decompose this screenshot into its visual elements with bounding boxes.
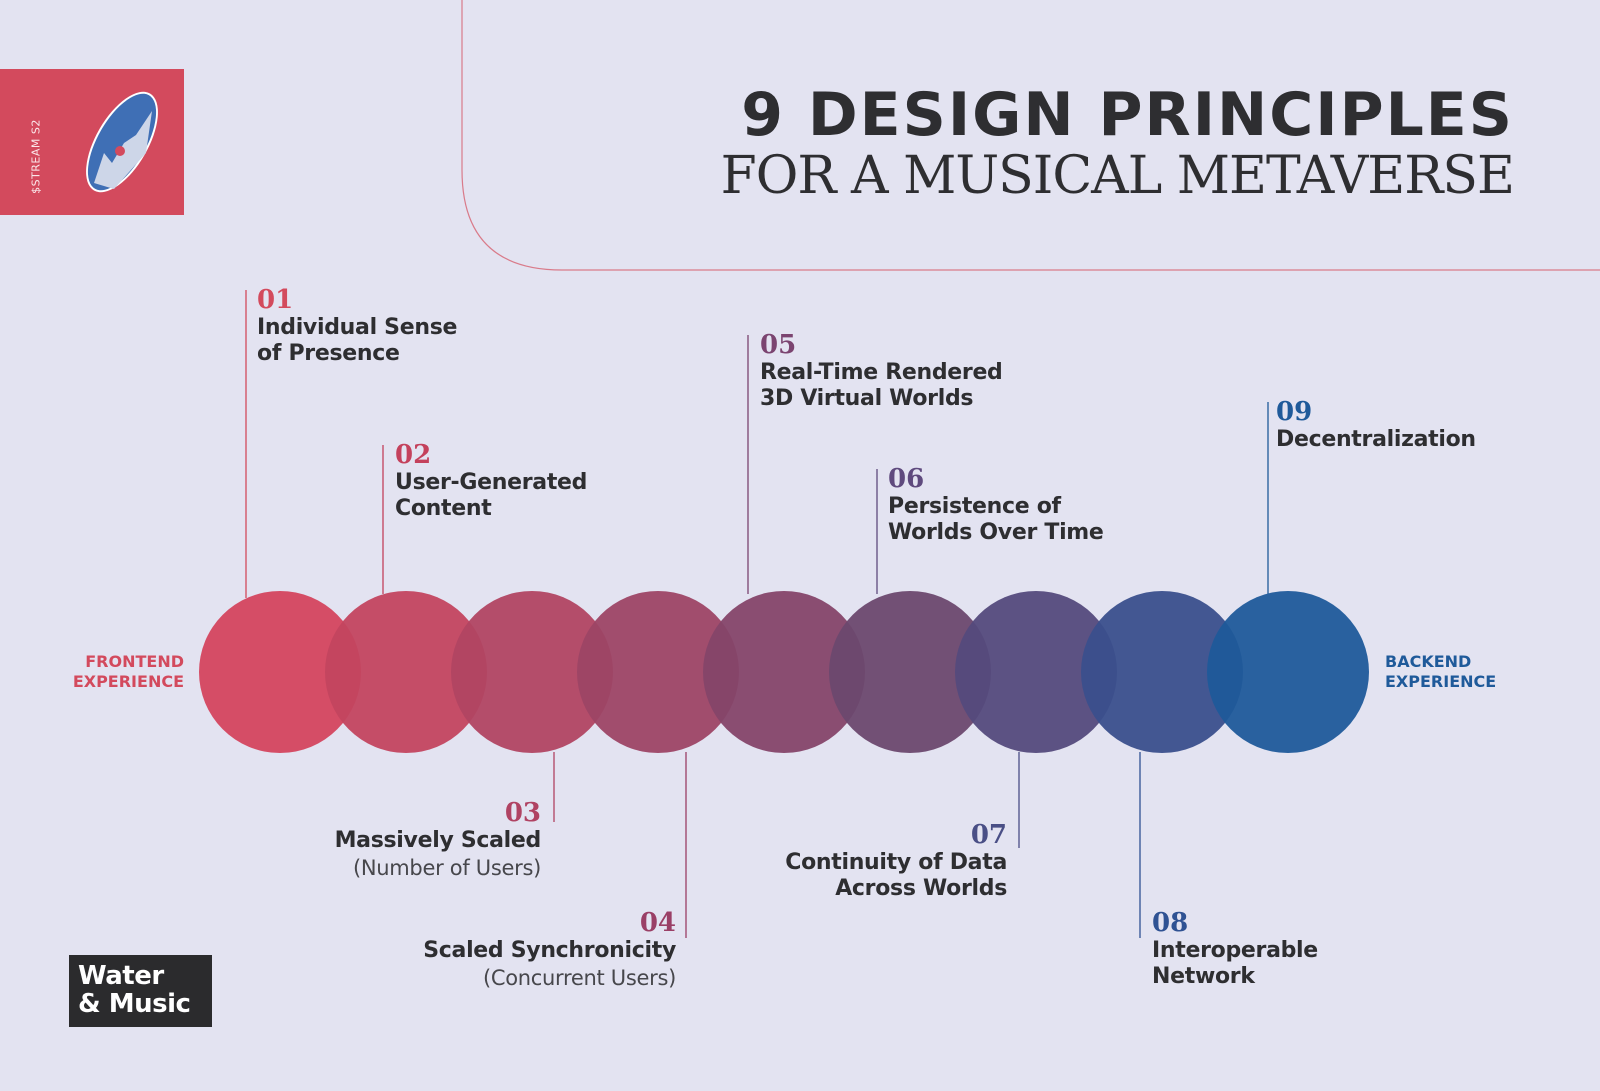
principle-number: 06	[888, 464, 925, 494]
logo-line2: & Music	[78, 989, 191, 1019]
principle-label: of Presence	[257, 341, 400, 366]
principle-number: 03	[504, 798, 541, 828]
principle-number: 07	[970, 820, 1007, 850]
principle-circle-3	[451, 591, 613, 753]
principle-circle-7	[955, 591, 1117, 753]
principle-label: Content	[395, 496, 492, 521]
principle-08: 08 Interoperable Network	[1152, 908, 1318, 990]
backend-label: BACKEND EXPERIENCE	[1385, 652, 1496, 692]
principle-circle-6	[829, 591, 991, 753]
principle-01: 01 Individual Sense of Presence	[257, 285, 457, 367]
principle-circle-9	[1207, 591, 1369, 753]
page-title: 9 DESIGN PRINCIPLES	[741, 80, 1514, 150]
principle-number: 02	[395, 440, 432, 470]
page-subtitle: FOR A MUSICAL METAVERSE	[720, 146, 1515, 206]
principle-label: Massively Scaled	[334, 828, 542, 853]
principle-circle-5	[703, 591, 865, 753]
principle-06: 06 Persistence of Worlds Over Time	[888, 464, 1104, 546]
principle-circle-4	[577, 591, 739, 753]
principle-label: Worlds Over Time	[888, 520, 1104, 545]
principle-label: Interoperable	[1152, 938, 1318, 963]
principle-number: 01	[257, 285, 294, 315]
backend-label-line2: EXPERIENCE	[1385, 672, 1497, 691]
principle-note: (Concurrent Users)	[482, 966, 676, 990]
logo-line1: Water	[78, 961, 164, 991]
principle-number: 04	[639, 908, 676, 938]
principle-label: Network	[1152, 964, 1255, 989]
backend-label-line1: BACKEND	[1385, 652, 1472, 671]
principle-label: Real-Time Rendered	[760, 360, 1003, 385]
frontend-label-line1: FRONTEND	[85, 652, 184, 671]
principle-label: Scaled Synchronicity	[423, 938, 676, 963]
principle-07: 07 Continuity of Data Across Worlds	[785, 820, 1007, 902]
principle-label: Decentralization	[1276, 427, 1476, 452]
principle-label: User-Generated	[395, 470, 588, 495]
principle-label: Continuity of Data	[785, 850, 1007, 875]
principle-circle-2	[325, 591, 487, 753]
principle-02: 02 User-Generated Content	[395, 440, 587, 522]
principle-03: 03 Massively Scaled (Number of Users)	[334, 798, 542, 882]
principle-04: 04 Scaled Synchronicity (Concurrent User…	[423, 908, 676, 992]
frontend-label: FRONTEND EXPERIENCE	[73, 652, 184, 692]
water-and-music-logo: Water & Music	[69, 955, 212, 1027]
principle-09: 09 Decentralization	[1276, 397, 1476, 453]
record-illustration-icon	[86, 91, 158, 193]
principle-05: 05 Real-Time Rendered 3D Virtual Worlds	[760, 330, 1003, 412]
principle-number: 05	[760, 330, 797, 360]
principle-label: Across Worlds	[835, 876, 1007, 901]
principle-circle-8	[1081, 591, 1243, 753]
principle-number: 09	[1276, 397, 1313, 427]
principle-note: (Number of Users)	[352, 856, 541, 880]
principle-label: Persistence of	[888, 494, 1061, 519]
stream-badge	[0, 69, 184, 215]
principle-circle-1	[199, 591, 361, 753]
frontend-label-line2: EXPERIENCE	[72, 672, 184, 691]
principle-label: 3D Virtual Worlds	[760, 386, 974, 411]
principle-label: Individual Sense	[257, 315, 458, 340]
principle-number: 08	[1152, 908, 1189, 938]
